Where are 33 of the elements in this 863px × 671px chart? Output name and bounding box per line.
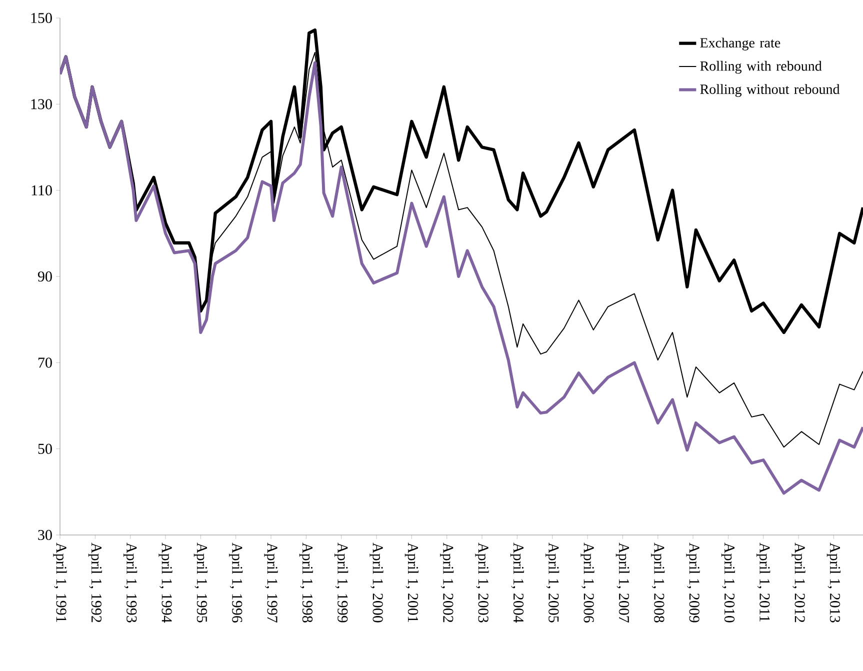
x-tick-label: April 1, 2000	[370, 542, 384, 622]
x-tick-label: April 1, 1993	[124, 542, 138, 622]
x-tick-label: April 1, 1999	[334, 542, 348, 622]
x-tick-label: April 1, 1995	[194, 542, 208, 622]
y-tick-label: 150	[31, 12, 52, 24]
x-tick-label: April 1, 2007	[616, 542, 630, 622]
x-tick-label: April 1, 2006	[580, 542, 594, 622]
y-tick-label: 70	[38, 358, 52, 368]
x-tick-label: April 1, 1998	[299, 542, 313, 622]
x-tick-label: April 1, 2002	[440, 542, 454, 622]
x-tick-label: April 1, 2011	[756, 542, 770, 622]
x-tick-label: April 1, 1994	[158, 542, 172, 623]
legend-label: Rolling with rebound	[700, 60, 822, 74]
y-tick-label: 50	[38, 444, 52, 454]
y-tick-label: 110	[32, 185, 52, 196]
x-tick-label: April 1, 2013	[826, 542, 840, 622]
x-tick-label: April 1, 2008	[651, 542, 665, 622]
x-tick-label: April 1, 2009	[686, 542, 700, 622]
legend-label: Rolling without rebound	[700, 84, 840, 97]
x-tick-label: April 1, 1996	[229, 542, 243, 622]
x-tick-label: April 1, 1992	[88, 542, 102, 622]
x-tick-label: April 1, 2010	[721, 542, 735, 622]
x-tick-label: April 1, 2001	[404, 542, 418, 622]
x-tick-label: April 1, 2012	[792, 542, 806, 622]
x-tick-label: April 1, 1997	[264, 542, 278, 622]
x-tick-label: April 1, 1991	[53, 542, 67, 622]
y-tick-label: 90	[38, 271, 52, 282]
x-tick-label: April 1, 2003	[475, 542, 489, 622]
legend-label: Exchange rate	[700, 38, 780, 50]
y-tick-label: 30	[38, 530, 52, 540]
x-tick-label: April 1, 2005	[546, 542, 560, 622]
x-tick-label: April 1, 2004	[510, 542, 524, 623]
y-tick-label: 130	[31, 99, 52, 110]
